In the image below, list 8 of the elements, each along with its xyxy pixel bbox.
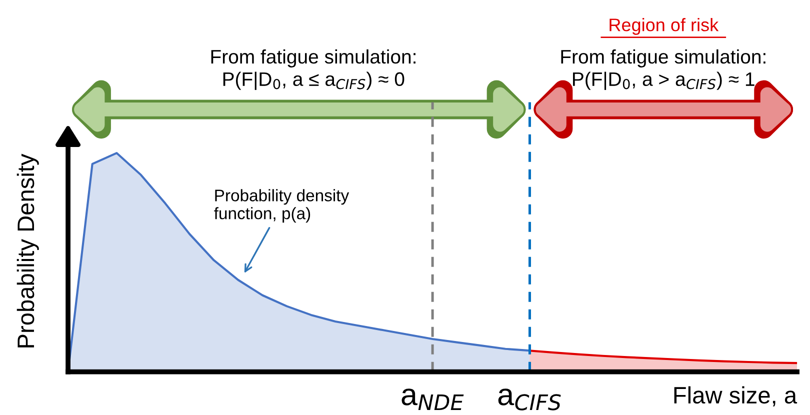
annotation: Probability density function, p(a): [214, 189, 350, 223]
x-tick-label: a$_{CIFS}$: [498, 388, 561, 410]
text: Region of risk: [610, 18, 719, 35]
y-axis-title: Probability Density: [16, 154, 39, 348]
x-axis-title: Flaw size, a: [674, 386, 798, 406]
text: From fatigue simulation: P(F|D$_{0}$, a ≤ a$_{CIFS}$) ≈ 0: [211, 49, 416, 90]
text: From fatigue simulation: P(F|D$_{0}$, a > a$_{CIFS}$) ≈ 1: [561, 49, 766, 90]
x-tick-label: a$_{NDE}$: [402, 388, 464, 410]
